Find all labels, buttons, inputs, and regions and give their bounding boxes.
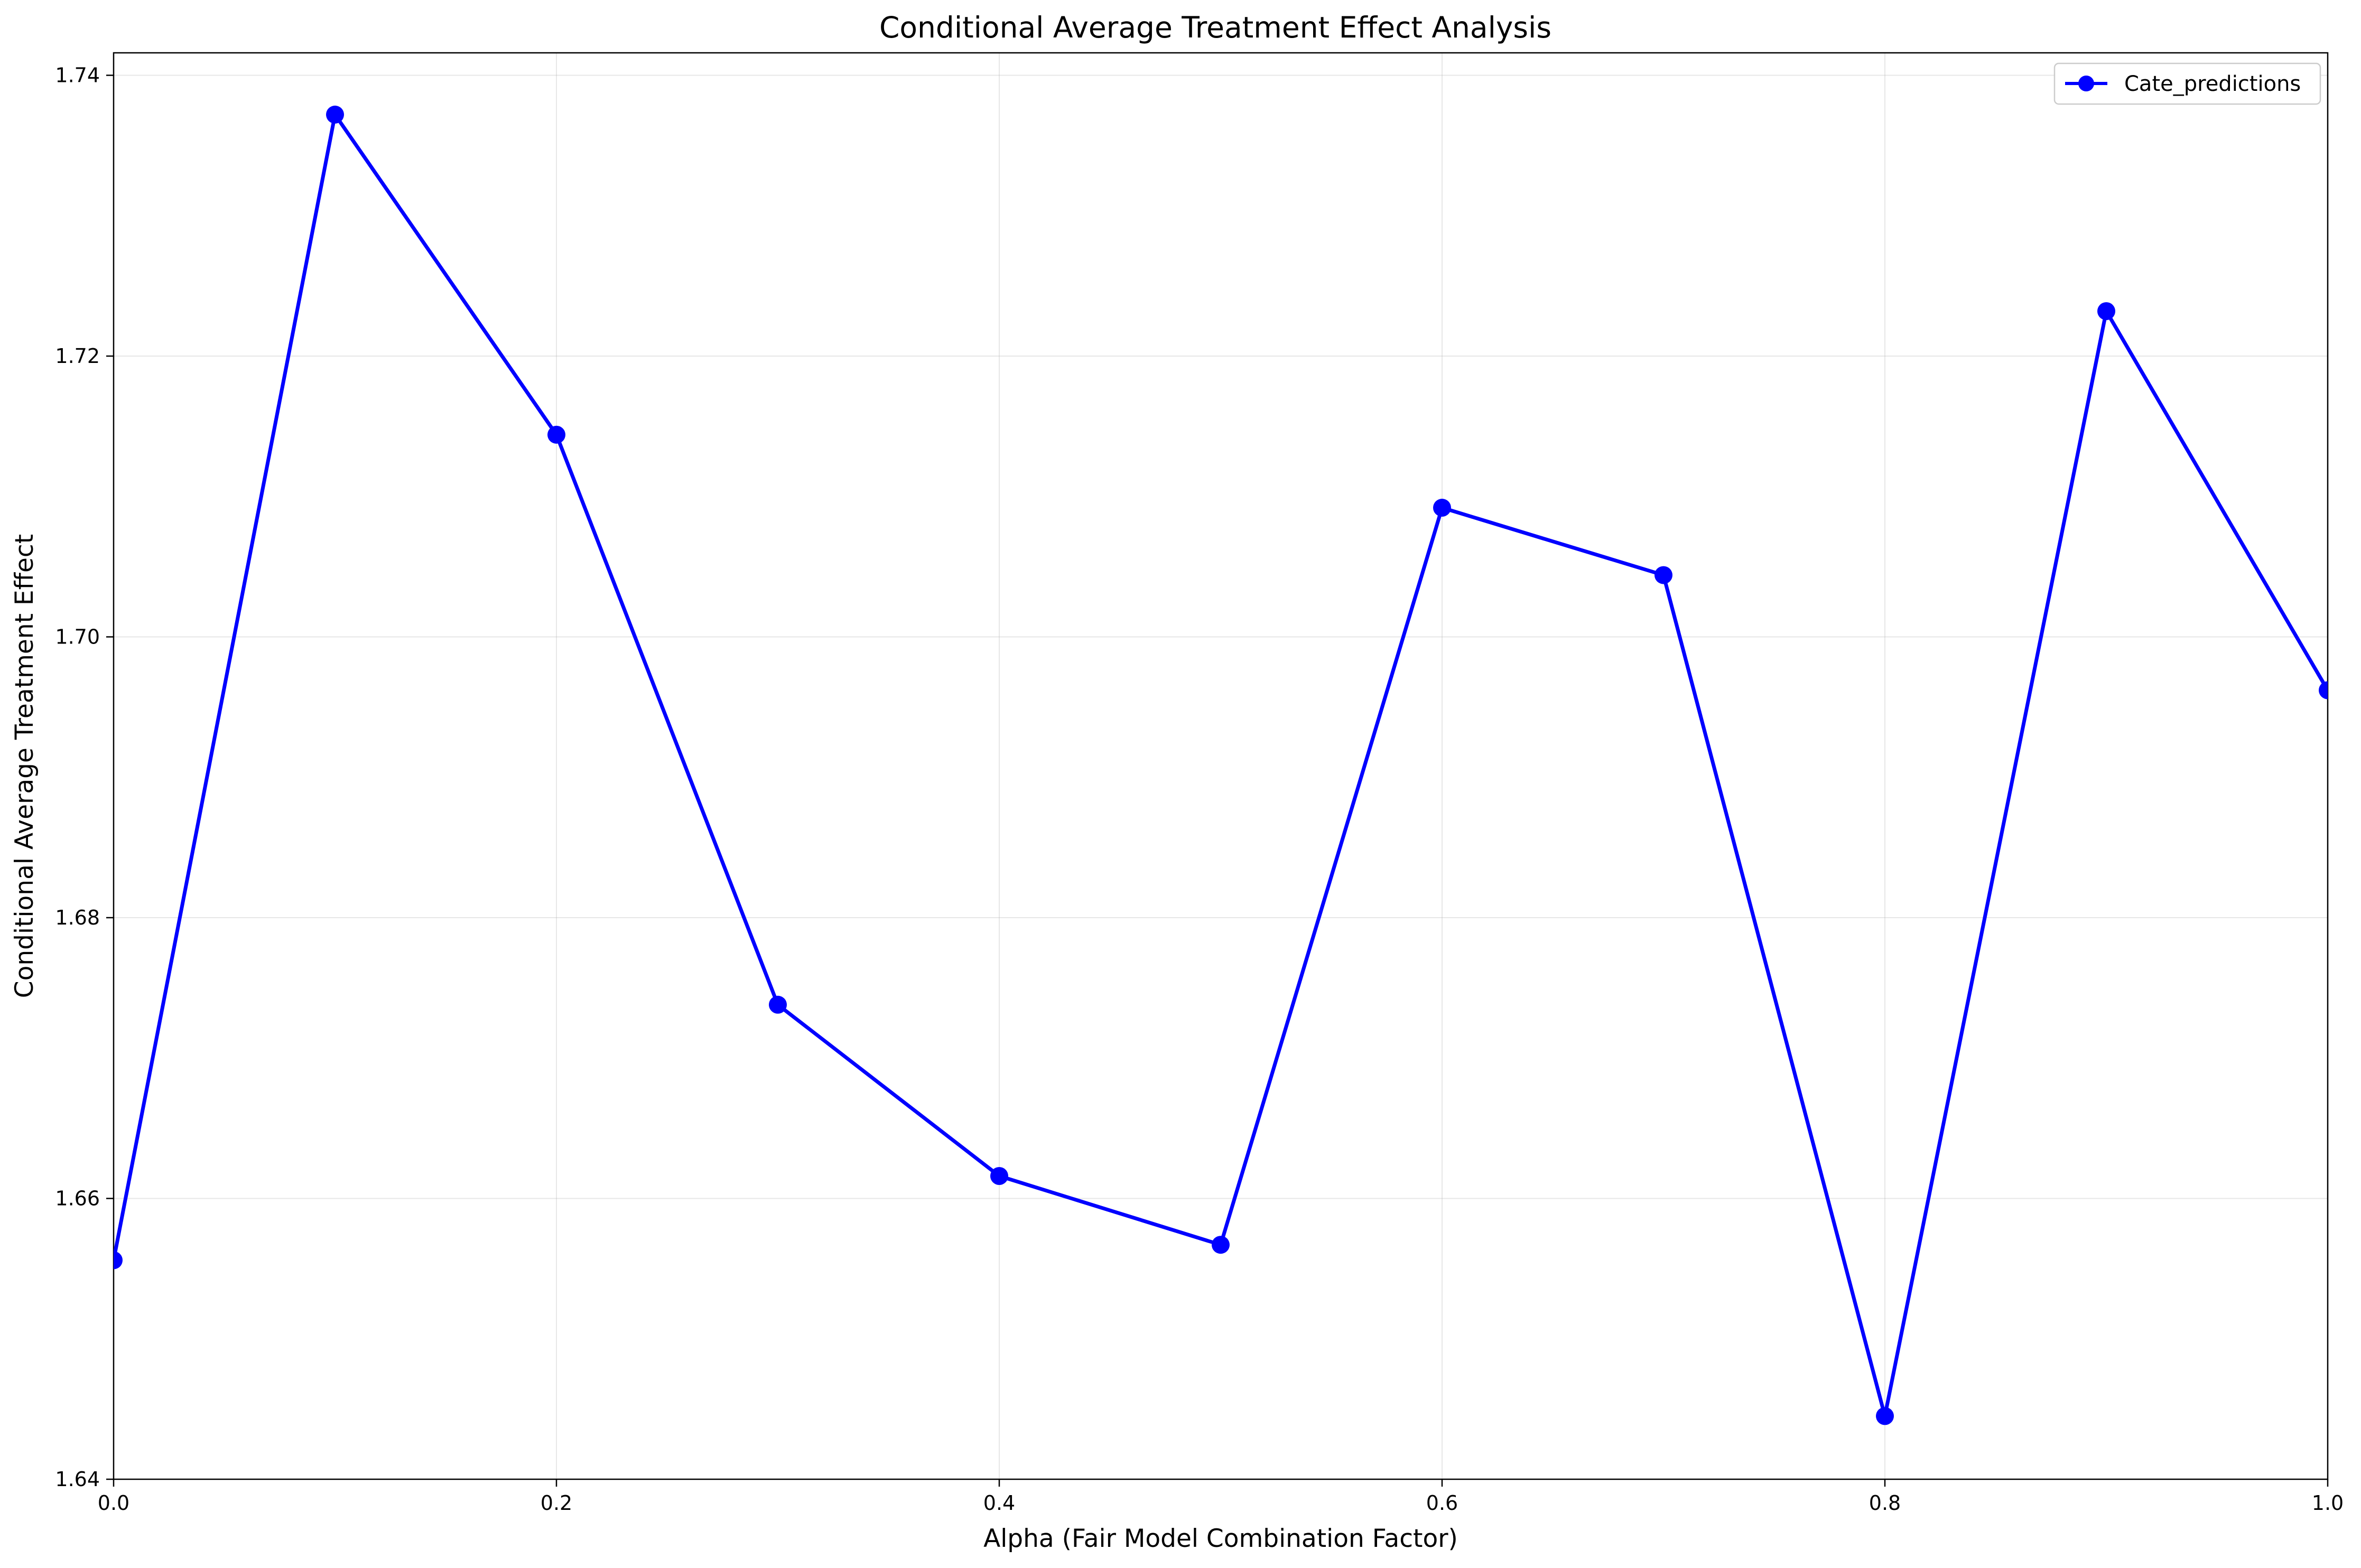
y-tick-label: 1.66 (55, 1187, 100, 1210)
data-point (1212, 1236, 1230, 1254)
y-tick-label: 1.64 (55, 1468, 100, 1491)
x-tick-label: 0.0 (98, 1491, 129, 1515)
data-point (769, 995, 787, 1014)
data-point (326, 105, 344, 124)
plot-area-frame (113, 52, 2329, 1480)
legend-marker-swatch (2078, 76, 2094, 91)
data-point (547, 425, 565, 444)
y-tick-label: 1.74 (55, 64, 100, 87)
data-point (990, 1166, 1008, 1185)
data-point (1433, 499, 1451, 517)
series-layer (114, 105, 2328, 1425)
x-tick-label: 0.8 (1869, 1491, 1901, 1515)
legend-label: Cate_predictions (2124, 72, 2301, 96)
x-tick-label: 0.4 (983, 1491, 1015, 1515)
data-point (1876, 1407, 1894, 1425)
y-tick-label: 1.72 (55, 344, 100, 368)
data-point (114, 1251, 123, 1270)
chart-title: Conditional Average Treatment Effect Ana… (879, 11, 1551, 44)
data-point (1654, 566, 1672, 584)
axis-ticks: 0.0 0.2 0.4 0.6 0.8 1.0 1.64 1.66 1.68 1.70 1.72 1.… (55, 64, 2344, 1515)
y-axis-label: Conditional Average Treatment Effect (10, 534, 39, 998)
y-tick-label: 1.68 (55, 906, 100, 929)
x-tick-label: 1.0 (2312, 1491, 2344, 1515)
x-tick-label: 0.2 (541, 1491, 572, 1515)
x-axis-label: Alpha (Fair Model Combination Factor) (983, 1524, 1458, 1553)
data-point (2097, 302, 2115, 320)
data-point (2319, 681, 2328, 699)
y-tick-label: 1.70 (55, 626, 100, 649)
legend-box (2053, 62, 2321, 105)
x-tick-label: 0.6 (1426, 1491, 1458, 1515)
legend: Cate_predictions (2053, 62, 2321, 105)
series-group (114, 105, 2328, 1425)
